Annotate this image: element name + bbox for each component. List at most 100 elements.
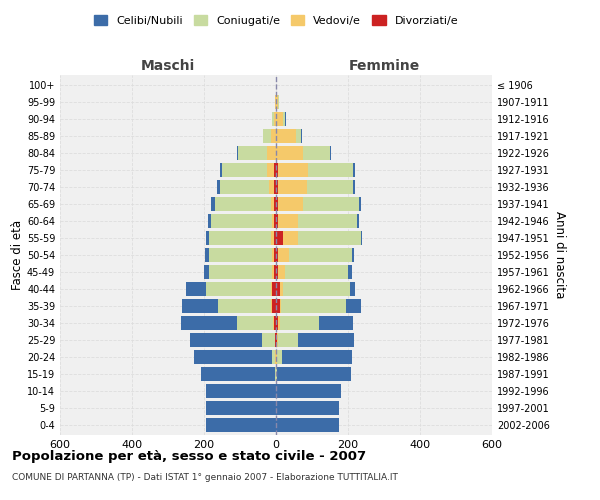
Bar [275, 95, 276, 109]
Bar [278, 248, 289, 262]
Bar [272, 265, 274, 279]
Bar [272, 350, 275, 364]
Bar [276, 146, 303, 160]
Bar [278, 316, 280, 330]
Bar [267, 163, 274, 177]
Bar [276, 350, 277, 364]
Bar [276, 214, 278, 228]
Bar [275, 333, 276, 347]
Bar [271, 231, 274, 245]
Text: Femmine: Femmine [349, 60, 419, 74]
Bar [303, 197, 359, 211]
Bar [267, 146, 276, 160]
Bar [276, 248, 278, 262]
Bar [277, 333, 278, 347]
Bar [205, 248, 209, 262]
Bar [275, 350, 276, 364]
Bar [278, 180, 307, 194]
Bar [346, 299, 361, 313]
Bar [278, 214, 298, 228]
Bar [272, 214, 274, 228]
Bar [319, 316, 353, 330]
Bar [186, 282, 206, 296]
Bar [352, 248, 355, 262]
Bar [282, 350, 352, 364]
Bar [353, 163, 355, 177]
Bar [262, 333, 275, 347]
Bar [274, 214, 276, 228]
Bar [269, 180, 274, 194]
Bar [276, 265, 278, 279]
Bar [272, 248, 274, 262]
Bar [296, 129, 301, 143]
Bar [283, 282, 350, 296]
Bar [274, 180, 276, 194]
Bar [280, 282, 283, 296]
Bar [263, 129, 271, 143]
Bar [220, 180, 269, 194]
Bar [350, 282, 355, 296]
Bar [301, 129, 302, 143]
Bar [276, 418, 339, 432]
Bar [289, 248, 352, 262]
Bar [182, 299, 218, 313]
Bar [330, 146, 331, 160]
Bar [276, 384, 341, 398]
Bar [285, 112, 286, 126]
Bar [274, 231, 276, 245]
Bar [215, 197, 271, 211]
Bar [276, 180, 278, 194]
Bar [194, 350, 272, 364]
Bar [209, 231, 271, 245]
Bar [271, 299, 272, 313]
Bar [272, 112, 274, 126]
Text: Maschi: Maschi [141, 60, 195, 74]
Y-axis label: Fasce di età: Fasce di età [11, 220, 24, 290]
Bar [206, 384, 276, 398]
Bar [276, 282, 280, 296]
Bar [278, 197, 303, 211]
Bar [276, 333, 277, 347]
Bar [276, 163, 278, 177]
Bar [271, 129, 276, 143]
Bar [220, 163, 222, 177]
Text: COMUNE DI PARTANNA (TP) - Dati ISTAT 1° gennaio 2007 - Elaborazione TUTTITALIA.I: COMUNE DI PARTANNA (TP) - Dati ISTAT 1° … [12, 472, 398, 482]
Bar [274, 112, 276, 126]
Bar [181, 316, 237, 330]
Bar [190, 333, 262, 347]
Bar [276, 129, 296, 143]
Bar [361, 231, 362, 245]
Bar [237, 316, 273, 330]
Bar [353, 180, 355, 194]
Bar [276, 316, 278, 330]
Bar [308, 163, 353, 177]
Bar [272, 299, 276, 313]
Bar [271, 197, 274, 211]
Bar [274, 163, 276, 177]
Bar [273, 316, 274, 330]
Bar [237, 146, 238, 160]
Bar [276, 95, 278, 109]
Bar [276, 197, 278, 211]
Bar [274, 316, 276, 330]
Bar [202, 367, 275, 381]
Bar [211, 197, 215, 211]
Bar [285, 265, 348, 279]
Bar [278, 333, 298, 347]
Bar [359, 197, 361, 211]
Bar [276, 367, 277, 381]
Bar [274, 197, 276, 211]
Bar [348, 265, 352, 279]
Bar [278, 265, 285, 279]
Bar [274, 265, 276, 279]
Bar [283, 231, 298, 245]
Bar [281, 299, 346, 313]
Bar [218, 299, 271, 313]
Bar [238, 146, 267, 160]
Bar [217, 180, 220, 194]
Bar [278, 163, 308, 177]
Bar [298, 231, 361, 245]
Bar [276, 299, 280, 313]
Bar [211, 214, 272, 228]
Bar [275, 367, 276, 381]
